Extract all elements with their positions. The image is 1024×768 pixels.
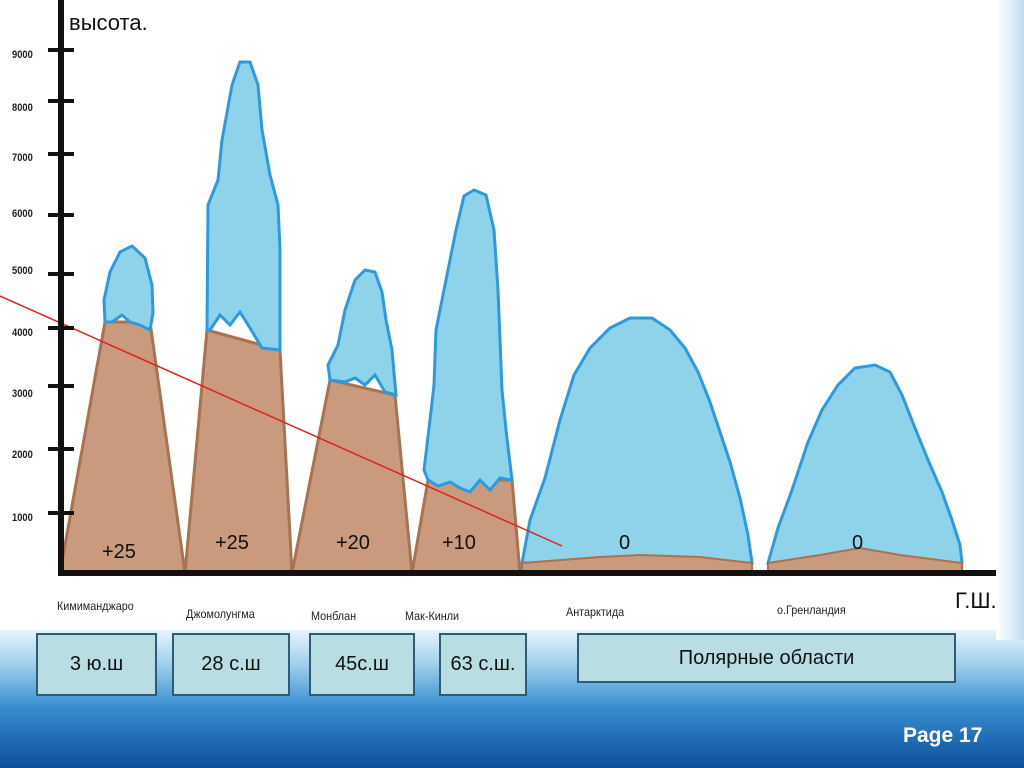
mountain-ice-mckinley bbox=[422, 188, 514, 494]
mountain-ice-montblanc bbox=[326, 268, 398, 398]
y-tick-marks bbox=[48, 48, 74, 515]
mountain-name: Джомолунгма bbox=[186, 607, 255, 621]
page-number: Page 17 bbox=[903, 724, 983, 747]
y-tick-label: 4000 bbox=[12, 327, 33, 339]
y-axis-label: высота. bbox=[69, 10, 148, 35]
temperature-label: +10 bbox=[442, 532, 476, 554]
latitude-box-polar: Полярные области bbox=[577, 633, 956, 683]
mountain-rock-mckinley bbox=[410, 478, 522, 575]
mountain-name: Кимиманджаро bbox=[57, 599, 134, 613]
y-tick-label: 8000 bbox=[12, 102, 33, 114]
mountain-name: Монблан bbox=[311, 609, 357, 623]
y-tick-label: 6000 bbox=[12, 208, 33, 220]
x-axis-label: Г.Ш. bbox=[955, 588, 997, 613]
diagram bbox=[0, 0, 996, 576]
y-tick-label: 3000 bbox=[12, 388, 33, 400]
y-tick-label: 1000 bbox=[12, 512, 33, 524]
mountain-ice-everest bbox=[205, 60, 282, 352]
mountain-ice-antarctica bbox=[520, 316, 754, 565]
y-tick-label: 7000 bbox=[12, 152, 33, 164]
latitude-box: 28 с.ш bbox=[172, 633, 290, 696]
temperature-label: 0 bbox=[852, 532, 864, 554]
temperature-label: +20 bbox=[336, 532, 370, 554]
latitude-box: 3 ю.ш bbox=[36, 633, 157, 696]
mountain-ice-greenland bbox=[766, 363, 964, 565]
snow-line bbox=[0, 295, 563, 547]
y-tick-label: 5000 bbox=[12, 265, 33, 277]
latitude-box: 45с.ш bbox=[309, 633, 415, 696]
y-tick-label: 9000 bbox=[12, 49, 33, 61]
latitude-box: 63 с.ш. bbox=[439, 633, 527, 696]
mountain-ice-kilimanjaro bbox=[102, 244, 155, 333]
mountain-name: Мак-Кинли bbox=[405, 609, 460, 623]
temperature-label: 0 bbox=[619, 532, 631, 554]
decorative-strip bbox=[996, 0, 1024, 640]
mountain-name: о.Гренландия bbox=[777, 603, 846, 617]
mountain-name: Антарктида bbox=[566, 605, 625, 619]
temperature-label: +25 bbox=[102, 541, 136, 563]
mountain-rock-kilimanjaro bbox=[58, 320, 187, 575]
y-tick-label: 2000 bbox=[12, 449, 33, 461]
temperature-label: +25 bbox=[215, 532, 249, 554]
